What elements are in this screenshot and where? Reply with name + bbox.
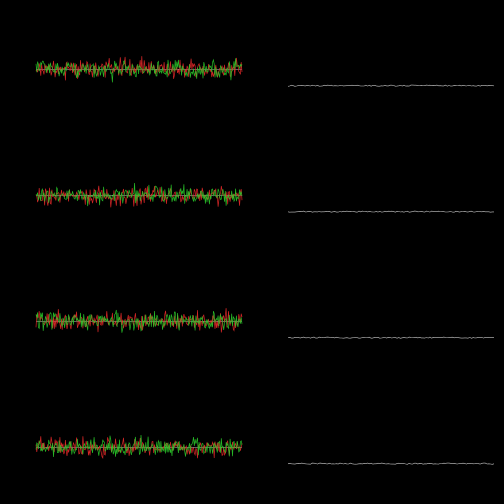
subplot-r3-c1: [252, 378, 504, 504]
subplot-r0-c1: [252, 0, 504, 126]
noise-trace-2: [0, 252, 252, 378]
noise-trace-0: [0, 0, 252, 126]
noise-trace-1: [0, 126, 252, 252]
noise-trace-3: [0, 378, 252, 504]
subplot-r1-c0: [0, 126, 252, 252]
subplot-r0-c0: [0, 0, 252, 126]
subplot-r2-c0: [0, 252, 252, 378]
subplot-grid: [0, 0, 504, 504]
flat-trace-2: [252, 252, 504, 378]
subplot-r2-c1: [252, 252, 504, 378]
flat-trace-0: [252, 0, 504, 126]
subplot-r1-c1: [252, 126, 504, 252]
flat-trace-3: [252, 378, 504, 504]
subplot-r3-c0: [0, 378, 252, 504]
flat-trace-1: [252, 126, 504, 252]
